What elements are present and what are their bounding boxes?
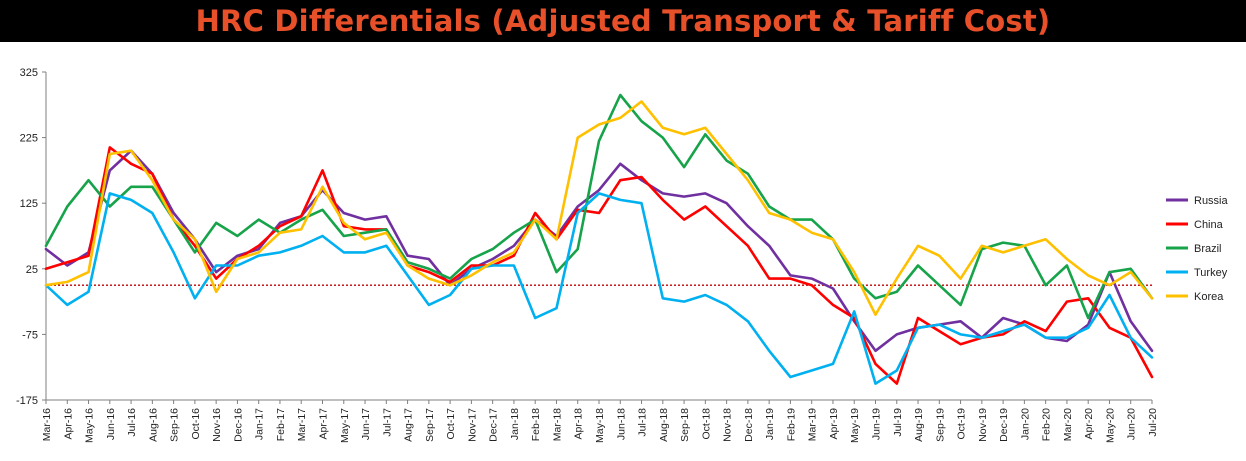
x-tick-label: Jan-19 <box>764 408 776 440</box>
x-tick-label: Apr-17 <box>318 408 330 440</box>
x-tick-label: Jun-20 <box>1126 408 1138 440</box>
x-tick-label: Feb-18 <box>530 408 542 441</box>
x-tick-label: Nov-19 <box>977 408 989 442</box>
series-line-brazil <box>44 93 1154 320</box>
y-tick-label: -75 <box>22 329 38 341</box>
legend-label-china: China <box>1194 219 1224 231</box>
series-lines <box>44 93 1154 385</box>
x-tick-label: Mar-19 <box>807 408 819 441</box>
legend-label-russia: Russia <box>1194 195 1229 207</box>
y-tick-label: 125 <box>20 198 38 210</box>
x-tick-label: Jun-16 <box>105 408 117 440</box>
x-tick-label: May-19 <box>849 408 861 443</box>
x-tick-label: Apr-16 <box>62 408 74 440</box>
x-tick-label: Aug-18 <box>658 408 670 442</box>
legend-label-brazil: Brazil <box>1194 243 1222 255</box>
x-tick-label: Feb-20 <box>1041 408 1053 441</box>
x-tick-label: Dec-18 <box>743 408 755 442</box>
legend: Russia China Brazil Turkey Korea <box>1166 195 1229 303</box>
x-tick-label: Mar-20 <box>1062 408 1074 441</box>
y-tick-label: 25 <box>26 264 38 276</box>
y-axis: 325 225 125 25 -75 -175 <box>16 67 47 407</box>
x-axis: Mar-16 Apr-16 May-16 Jun-16 Jul-16 Aug-16 Sep-… <box>41 399 1159 443</box>
x-tick-label: Jul-16 <box>126 408 138 437</box>
x-tick-label: May-20 <box>1104 408 1116 443</box>
x-tick-label: Sep-18 <box>679 408 691 442</box>
x-tick-label: Jul-20 <box>1147 408 1159 437</box>
y-tick-label: 325 <box>20 67 38 79</box>
x-tick-label: Oct-19 <box>956 408 968 440</box>
x-tick-label: Nov-18 <box>722 408 734 442</box>
series-line-turkey <box>44 192 1154 385</box>
x-tick-label: Apr-18 <box>573 408 585 440</box>
legend-label-turkey: Turkey <box>1194 267 1228 279</box>
x-tick-label: Sep-17 <box>424 408 436 442</box>
x-tick-label: Dec-17 <box>488 408 500 442</box>
x-tick-label: Jun-19 <box>871 408 883 440</box>
x-tick-label: Feb-19 <box>785 408 797 441</box>
y-tick-label: 225 <box>20 133 38 145</box>
x-tick-label: Oct-17 <box>445 408 457 440</box>
x-tick-label: Dec-16 <box>232 408 244 442</box>
x-tick-label: Mar-16 <box>41 408 53 441</box>
x-tick-label: Sep-16 <box>169 408 181 442</box>
x-tick-label: Mar-17 <box>296 408 308 441</box>
x-tick-label: Nov-16 <box>211 408 223 442</box>
x-tick-label: Jun-18 <box>615 408 627 440</box>
x-tick-label: Sep-19 <box>934 408 946 442</box>
x-tick-label: Dec-19 <box>998 408 1010 442</box>
x-tick-label: Apr-19 <box>828 408 840 440</box>
x-tick-label: May-16 <box>84 408 96 443</box>
x-tick-label: May-17 <box>339 408 351 443</box>
legend-label-korea: Korea <box>1194 291 1224 303</box>
x-tick-label: Jul-17 <box>381 408 393 437</box>
x-tick-label: May-18 <box>594 408 606 443</box>
x-tick-label: Feb-17 <box>275 408 287 441</box>
x-tick-label: Oct-18 <box>700 408 712 440</box>
x-tick-label: Nov-17 <box>466 408 478 442</box>
x-tick-label: Jan-18 <box>509 408 521 440</box>
x-tick-label: Jul-19 <box>892 408 904 437</box>
x-tick-label: Jul-18 <box>637 408 649 437</box>
x-tick-label: Jun-17 <box>360 408 372 440</box>
chart-title-bar: HRC Differentials (Adjusted Transport & … <box>0 0 1246 42</box>
line-chart: 325 225 125 25 -75 -175 Mar-16 Apr-16 May-16 Jun… <box>16 67 1229 443</box>
chart-title: HRC Differentials (Adjusted Transport & … <box>195 4 1051 38</box>
x-tick-label: Aug-17 <box>403 408 415 442</box>
x-tick-label: Mar-18 <box>551 408 563 441</box>
x-tick-label: Oct-16 <box>190 408 202 440</box>
x-tick-label: Aug-19 <box>913 408 925 442</box>
x-tick-label: Jan-17 <box>254 408 266 440</box>
x-tick-label: Aug-16 <box>147 408 159 442</box>
x-tick-label: Jan-20 <box>1019 408 1031 440</box>
y-tick-label: -175 <box>16 395 38 407</box>
series-line-korea <box>44 100 1154 317</box>
series-line-russia <box>44 149 1154 353</box>
x-tick-label: Apr-20 <box>1083 408 1095 440</box>
